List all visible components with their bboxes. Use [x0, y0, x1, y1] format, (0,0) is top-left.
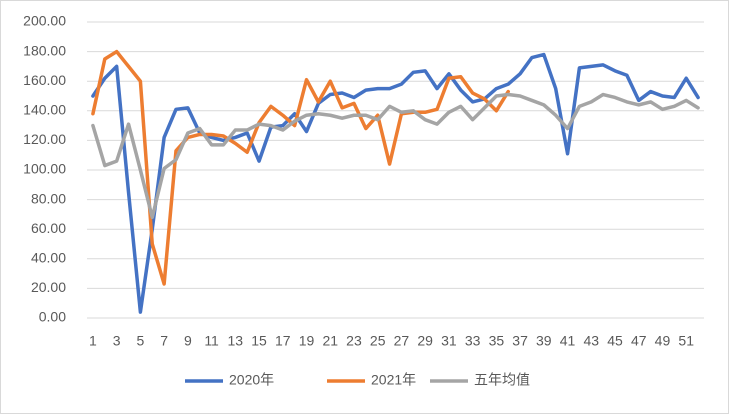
x-tick-label: 29	[417, 333, 433, 349]
x-tick-label: 7	[160, 333, 168, 349]
y-tick-label: 0.00	[39, 309, 66, 325]
x-tick-label: 51	[678, 333, 694, 349]
x-tick-label: 27	[394, 333, 410, 349]
x-tick-label: 41	[560, 333, 576, 349]
series-line	[91, 49, 510, 286]
x-tick-label: 13	[228, 333, 244, 349]
x-tick-label: 9	[184, 333, 192, 349]
y-tick-label: 40.00	[31, 250, 66, 266]
x-tick-label: 37	[512, 333, 528, 349]
x-tick-label: 43	[583, 333, 599, 349]
x-tick-label: 39	[536, 333, 552, 349]
x-tick-label: 11	[204, 333, 219, 349]
x-tick-label: 21	[322, 333, 338, 349]
x-tick-label: 33	[465, 333, 481, 349]
y-tick-label: 200.00	[23, 13, 66, 29]
x-tick-label: 23	[346, 333, 362, 349]
legend-label: 五年均值	[474, 372, 530, 388]
x-tick-label: 19	[299, 333, 315, 349]
x-tick-label: 17	[275, 333, 291, 349]
series-line	[91, 52, 700, 314]
x-tick-label: 45	[607, 333, 623, 349]
x-tick-label: 5	[136, 333, 144, 349]
y-tick-label: 160.00	[23, 72, 66, 88]
y-tick-label: 80.00	[31, 190, 66, 206]
x-tick-label: 15	[251, 333, 267, 349]
x-tick-label: 49	[655, 333, 671, 349]
x-tick-label: 3	[113, 333, 121, 349]
x-tick-label: 31	[441, 333, 457, 349]
x-tick-label: 47	[631, 333, 647, 349]
y-tick-label: 20.00	[31, 279, 66, 295]
y-tick-label: 60.00	[31, 220, 66, 236]
legend-label: 2021年	[371, 372, 416, 388]
y-tick-label: 100.00	[23, 161, 66, 177]
x-tick-label: 25	[370, 333, 386, 349]
y-tick-label: 140.00	[23, 102, 66, 118]
y-tick-label: 120.00	[23, 131, 66, 147]
series-line	[91, 92, 700, 220]
y-tick-label: 180.00	[23, 42, 66, 58]
legend-label: 2020年	[229, 372, 274, 388]
x-tick-label: 35	[489, 333, 505, 349]
x-tick-label: 1	[89, 333, 97, 349]
